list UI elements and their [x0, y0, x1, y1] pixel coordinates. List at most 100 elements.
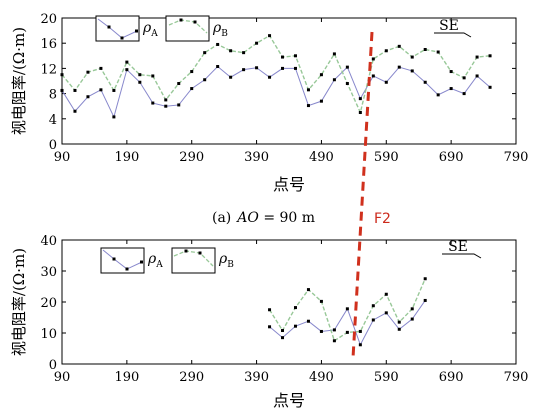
top-point-rho-b — [488, 54, 492, 58]
top-y-tick-label: 4 — [49, 113, 57, 128]
top-point-rho-a — [60, 88, 64, 92]
chart-panel-top: 90 190 290 390 490 590 690 790 0 4 8 12 … — [10, 12, 528, 194]
top-point-rho-a — [293, 66, 297, 70]
bottom-x-tick-label: 690 — [439, 370, 464, 385]
bottom-direction-label: SE — [448, 239, 468, 255]
legend-label-rho-a: ρA — [147, 251, 163, 270]
top-point-rho-a — [73, 109, 77, 113]
bottom-point-rho-b — [397, 320, 401, 324]
top-point-rho-a — [138, 80, 142, 84]
bottom-point-rho-b — [410, 307, 414, 311]
legend-line-rho-a — [102, 249, 143, 270]
top-point-rho-a — [99, 88, 103, 92]
bottom-point-rho-b — [358, 329, 362, 333]
top-point-rho-a — [86, 95, 90, 99]
bottom-y-axis-label: 视电阻率/(Ω·m) — [10, 248, 28, 356]
legend-line-rho-a — [97, 18, 138, 39]
bottom-point-rho-b — [345, 330, 349, 334]
top-direction-label: SE — [439, 18, 459, 34]
top-point-rho-b — [229, 49, 233, 53]
top-plot-frame — [61, 17, 517, 145]
bottom-point-rho-b — [281, 329, 285, 333]
top-point-rho-b — [358, 111, 362, 114]
top-point-rho-a — [306, 104, 310, 108]
top-point-rho-a — [345, 65, 349, 69]
top-y-tick-label: 0 — [49, 138, 57, 153]
legend-label-rho-a: ρA — [142, 20, 158, 39]
top-point-rho-a — [384, 80, 388, 84]
fault-f2-label: F2 — [374, 211, 391, 227]
top-x-tick-label: 90 — [54, 150, 71, 165]
bottom-point-rho-a — [293, 324, 297, 328]
bottom-point-rho-b — [423, 277, 427, 281]
legend-marker — [140, 260, 143, 264]
bottom-point-rho-a — [306, 319, 310, 323]
top-point-rho-a — [255, 66, 259, 70]
top-x-axis-label: 点号 — [273, 175, 305, 194]
top-x-tick-label: 190 — [114, 150, 139, 165]
top-point-rho-b — [177, 82, 181, 86]
legend-marker — [120, 36, 124, 40]
top-y-axis-label: 视电阻率/(Ω·m) — [10, 27, 28, 135]
top-point-rho-b — [410, 55, 414, 59]
top-point-rho-b — [86, 70, 90, 74]
bottom-point-rho-a — [268, 325, 272, 329]
top-point-rho-b — [319, 73, 323, 77]
top-point-rho-a — [410, 69, 414, 73]
bottom-y-tick-label: 40 — [40, 234, 57, 249]
top-point-rho-a — [436, 93, 440, 97]
top-point-rho-b — [138, 73, 142, 77]
bottom-point-rho-b — [371, 304, 375, 308]
top-point-rho-a — [242, 68, 246, 72]
bottom-y-tick-label: 20 — [40, 296, 57, 311]
top-y-tick-label: 12 — [40, 62, 57, 77]
top-point-rho-b — [475, 55, 479, 59]
bottom-point-rho-b — [384, 292, 388, 296]
top-point-rho-b — [60, 73, 64, 77]
top-point-rho-a — [449, 87, 453, 91]
top-point-rho-a — [488, 85, 492, 89]
bottom-point-rho-b — [268, 308, 272, 312]
top-point-rho-b — [216, 42, 220, 46]
legend-marker — [193, 20, 197, 24]
top-x-tick-label: 790 — [504, 150, 529, 165]
top-legend: ρA ρB — [95, 15, 228, 42]
bottom-y-tick-labels: 0 10 20 30 40 — [40, 234, 57, 373]
top-point-rho-a — [151, 101, 155, 105]
bottom-point-rho-a — [319, 329, 323, 333]
top-point-rho-b — [73, 88, 77, 92]
top-direction-arrow — [434, 32, 472, 38]
bottom-point-rho-a — [384, 311, 388, 315]
bottom-x-tick-label: 90 — [54, 370, 71, 385]
top-point-rho-b — [99, 66, 103, 70]
top-point-rho-a — [397, 65, 401, 69]
top-point-rho-b — [423, 48, 427, 51]
legend-marker — [198, 251, 202, 255]
top-point-rho-b — [151, 74, 155, 78]
bottom-point-rho-a — [423, 298, 427, 302]
bottom-series-line-rho-a — [269, 300, 426, 347]
legend-key-rho-a — [100, 247, 145, 274]
top-point-rho-b — [332, 52, 336, 56]
legend-marker — [135, 29, 138, 33]
legend-label-rho-b: ρB — [218, 251, 234, 270]
legend-marker — [112, 257, 116, 261]
top-point-rho-b — [203, 51, 207, 55]
top-x-tick-label: 390 — [244, 150, 269, 165]
top-point-rho-a — [268, 75, 272, 79]
top-point-rho-b — [449, 70, 453, 74]
top-point-rho-b — [462, 76, 466, 80]
top-x-tick-labels: 90 190 290 390 490 590 690 790 — [54, 150, 529, 165]
bottom-x-tick-label: 790 — [504, 370, 529, 385]
bottom-x-tick-label: 290 — [179, 370, 204, 385]
legend-line-rho-b — [168, 19, 208, 34]
bottom-x-axis-label: 点号 — [273, 391, 305, 410]
bottom-y-tick-label: 0 — [49, 358, 57, 373]
top-series-rho-b — [60, 34, 492, 115]
top-point-rho-b — [384, 49, 388, 53]
chart-panel-bottom: 90 190 290 390 490 590 690 790 0 10 20 3… — [10, 234, 528, 410]
bottom-point-rho-a — [281, 336, 285, 340]
top-point-rho-b — [345, 82, 349, 86]
top-point-rho-b — [190, 70, 194, 74]
top-point-rho-a — [281, 66, 285, 70]
